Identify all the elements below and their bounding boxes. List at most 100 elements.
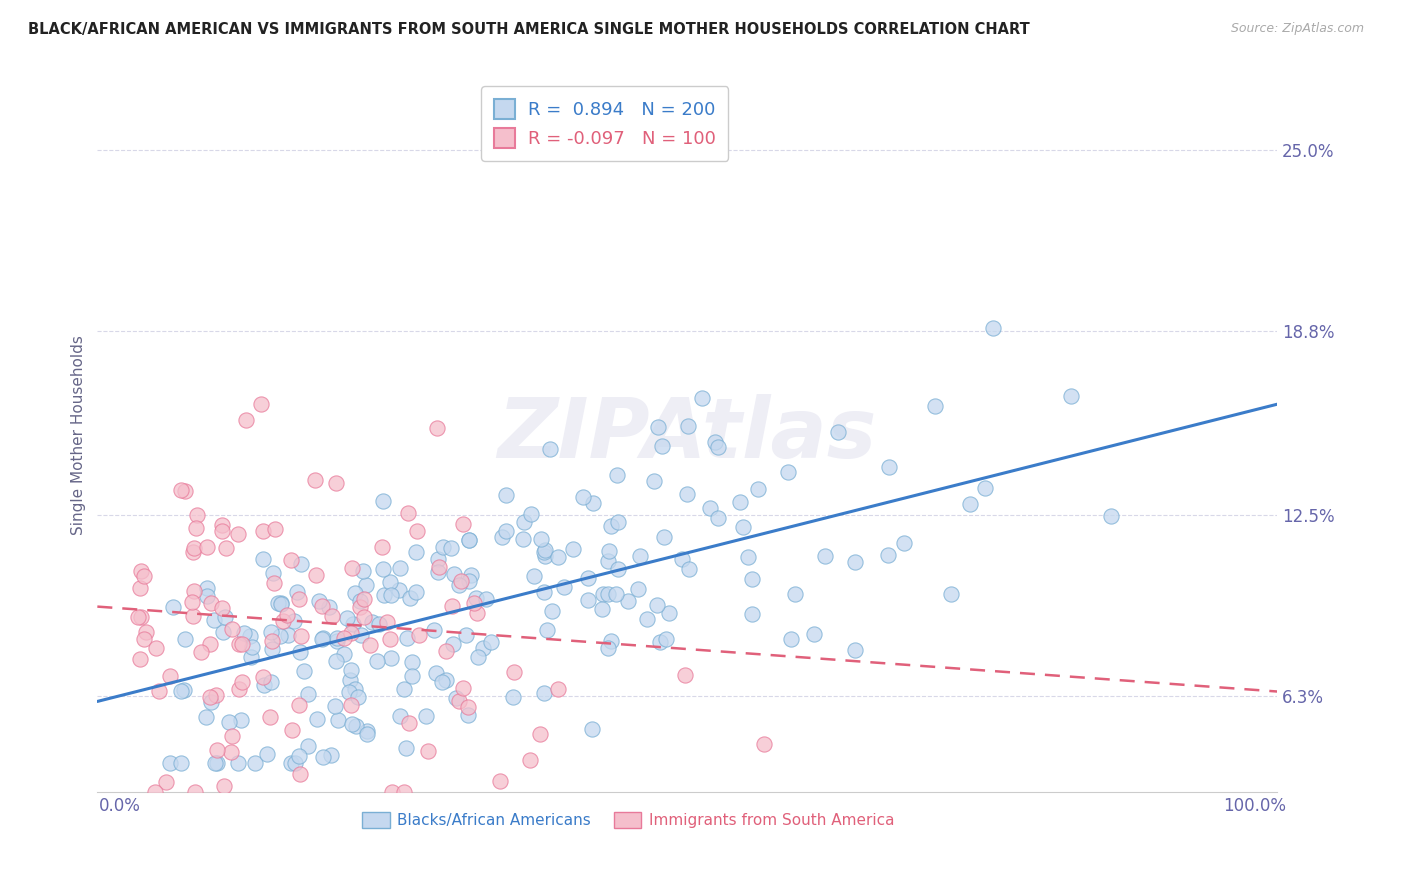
Point: [598, 543, 620, 558]
Point: [197, 590, 219, 604]
Point: [195, 581, 218, 595]
Point: [416, 744, 439, 758]
Point: [460, 568, 482, 582]
Point: [465, 606, 488, 620]
Point: [173, 632, 195, 646]
Point: [233, 625, 256, 640]
Point: [200, 695, 222, 709]
Point: [451, 681, 474, 695]
Point: [457, 708, 479, 723]
Point: [318, 600, 340, 615]
Point: [401, 655, 423, 669]
Point: [562, 542, 585, 557]
Point: [458, 533, 481, 547]
Point: [260, 624, 283, 639]
Point: [606, 515, 628, 529]
Point: [350, 628, 373, 642]
Point: [211, 601, 233, 615]
Point: [342, 617, 364, 632]
Point: [655, 632, 678, 646]
Point: [215, 541, 238, 556]
Point: [339, 625, 361, 640]
Point: [678, 562, 700, 576]
Point: [752, 737, 775, 751]
Point: [371, 541, 394, 555]
Point: [339, 673, 361, 687]
Point: [288, 766, 311, 780]
Point: [495, 524, 517, 539]
Point: [129, 652, 152, 666]
Point: [252, 524, 274, 538]
Point: [647, 419, 669, 434]
Point: [607, 561, 630, 575]
Point: [239, 649, 262, 664]
Point: [229, 713, 252, 727]
Point: [353, 592, 375, 607]
Point: [347, 690, 370, 704]
Point: [553, 581, 575, 595]
Point: [440, 599, 463, 613]
Point: [387, 583, 409, 598]
Point: [398, 716, 420, 731]
Point: [441, 637, 464, 651]
Point: [259, 709, 281, 723]
Point: [534, 549, 557, 563]
Point: [471, 641, 494, 656]
Point: [651, 439, 673, 453]
Point: [219, 746, 242, 760]
Point: [652, 530, 675, 544]
Point: [591, 602, 613, 616]
Point: [344, 719, 367, 733]
Text: BLACK/AFRICAN AMERICAN VS IMMIGRANTS FROM SOUTH AMERICA SINGLE MOTHER HOUSEHOLDS: BLACK/AFRICAN AMERICAN VS IMMIGRANTS FRO…: [28, 22, 1029, 37]
Point: [155, 774, 177, 789]
Point: [605, 587, 627, 601]
Point: [380, 632, 402, 646]
Point: [277, 628, 299, 642]
Point: [426, 421, 449, 435]
Point: [783, 587, 806, 601]
Point: [457, 533, 479, 547]
Point: [803, 626, 825, 640]
Point: [311, 632, 333, 646]
Point: [336, 611, 359, 625]
Point: [269, 629, 291, 643]
Point: [170, 483, 193, 497]
Point: [297, 739, 319, 754]
Point: [1060, 389, 1083, 403]
Point: [648, 635, 671, 649]
Point: [519, 753, 541, 767]
Point: [312, 631, 335, 645]
Point: [675, 487, 697, 501]
Point: [276, 608, 298, 623]
Point: [643, 474, 665, 488]
Point: [129, 582, 152, 596]
Point: [415, 709, 437, 723]
Point: [491, 530, 513, 544]
Point: [432, 541, 454, 555]
Point: [311, 599, 333, 613]
Point: [323, 699, 346, 714]
Point: [394, 740, 416, 755]
Point: [776, 465, 799, 479]
Point: [596, 587, 619, 601]
Point: [454, 628, 477, 642]
Point: [502, 690, 524, 704]
Point: [184, 785, 207, 799]
Point: [190, 645, 212, 659]
Point: [547, 682, 569, 697]
Point: [730, 495, 752, 509]
Text: ZIPAtlas: ZIPAtlas: [498, 394, 877, 475]
Legend: Blacks/African Americans, Immigrants from South America: Blacks/African Americans, Immigrants fro…: [356, 806, 901, 834]
Point: [333, 632, 356, 646]
Point: [373, 588, 395, 602]
Point: [231, 637, 253, 651]
Point: [581, 722, 603, 736]
Point: [184, 521, 207, 535]
Point: [159, 756, 181, 770]
Point: [356, 727, 378, 741]
Point: [814, 549, 837, 564]
Point: [671, 552, 693, 566]
Point: [212, 625, 235, 640]
Point: [235, 413, 257, 427]
Point: [349, 599, 371, 614]
